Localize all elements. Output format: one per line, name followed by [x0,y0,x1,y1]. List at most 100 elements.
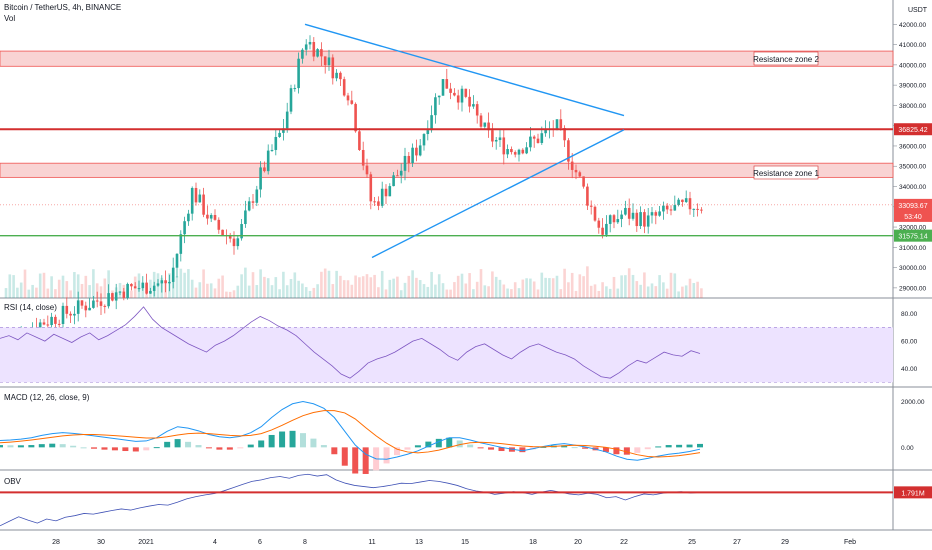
macd-histogram-bar [655,446,662,448]
candle-body [487,122,490,131]
volume-bar [179,268,183,298]
candle-body [396,175,399,177]
candle-body [688,198,692,210]
candle-body [92,300,95,308]
candle-body [168,281,171,284]
trendline-1 [304,23,625,117]
macd-histogram-bar [132,447,139,452]
candle-body [171,267,175,282]
candle-body [692,208,696,210]
price-label: 31575.14 [898,234,927,241]
candle-body [365,165,369,175]
rsi-tick-label: 80.00 [901,311,918,318]
candle-body [228,235,232,239]
volume-bar [50,276,53,298]
volume-bar [255,285,259,298]
volume-bar [472,289,475,298]
candle-body [84,305,88,311]
candle-body [133,286,137,289]
candle-body [149,290,152,294]
obv-label-box [894,486,932,499]
volume-bar [232,290,236,298]
macd-histogram-bar [185,441,192,448]
volume-bar [502,284,506,298]
volume-bar [240,274,243,298]
volume-bar [354,275,357,298]
time-tick-label: 2021 [138,539,154,546]
candle-body [164,280,167,284]
candle-body [232,238,236,247]
volume-bar [605,286,608,298]
candle-body [73,313,76,316]
candle-body [266,150,270,172]
volume-bar [384,289,388,298]
candle-body [285,111,289,129]
time-tick-label: 15 [461,539,469,546]
macd-histogram-bar [153,447,160,449]
rsi-tick-label: 60.00 [901,339,918,346]
candle-body [255,189,259,203]
obv-price-label: 1.791M [901,490,925,497]
macd-histogram-bar [676,444,683,448]
candle-body [57,323,61,325]
candle-body [107,293,110,307]
macd-histogram-bar [394,447,401,456]
volume-bar [456,275,460,298]
volume-bar [532,281,536,298]
macd-histogram-bar [7,445,14,448]
volume-bar [107,270,110,298]
macd-histogram-bar [70,445,77,448]
macd-pane: 0.00 2000.00 [0,399,925,474]
candle-body [263,167,266,172]
macd-histogram-bar [467,444,474,448]
volume-bar [551,278,555,298]
volume-bar [479,269,483,298]
candle-body [502,137,506,155]
candle-body [434,97,437,116]
volume-bar [88,285,91,298]
volume-bar [684,285,688,298]
candle-body [42,322,46,325]
candle-body [259,167,262,190]
candle-body [521,149,525,154]
volume-bar [8,274,12,298]
volume-bar [293,272,297,298]
volume-bar [574,290,578,298]
candle-body [475,104,479,116]
candle-body [696,208,699,210]
candle-body [99,301,103,306]
volume-bar [635,281,639,298]
horizontal-levels[interactable] [0,128,893,237]
candle-body [491,130,494,142]
macd-histogram-bar [331,447,338,455]
trendlines[interactable] [304,23,625,259]
macd-histogram-bar [477,447,484,449]
candle-body [316,49,319,57]
macd-histogram-bar [59,444,66,448]
volume-bar [665,288,669,298]
time-tick-label: 11 [368,539,375,546]
volume-bar [323,268,327,298]
volume-bar [308,290,312,298]
macd-histogram-bar [38,444,45,448]
volume-bar [198,282,202,298]
candle-body [346,95,350,101]
candle-body [331,57,335,79]
volume-bar [631,274,635,298]
volume-bar [460,273,464,298]
volume-bar [16,287,19,298]
macd-histogram-bar [226,447,233,450]
candle-body [247,201,251,211]
candle-body [373,201,376,203]
volume-bar [304,287,308,298]
obv-line [0,473,701,527]
volume-bar [274,277,278,298]
macd-histogram-bar [352,447,359,474]
candle-body [453,92,456,96]
volume-bar [392,278,395,298]
candle-body [544,129,547,134]
macd-histogram-bar [195,445,202,448]
volume-bar [285,285,289,298]
volume-bar [422,284,426,298]
